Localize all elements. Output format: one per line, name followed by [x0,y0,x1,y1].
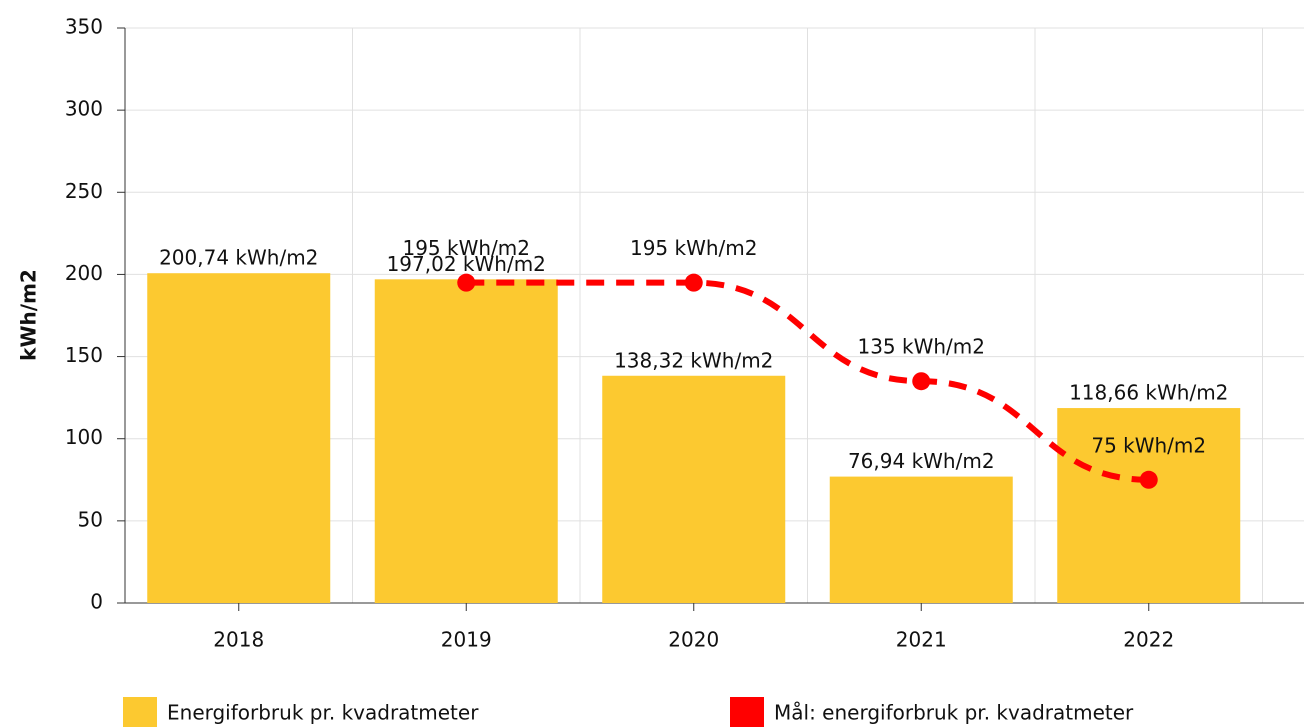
legend-label: Energiforbruk pr. kvadratmeter [167,701,479,725]
bar [374,279,558,603]
bar [147,273,331,603]
legend-label: Mål: energiforbruk pr. kvadratmeter [774,701,1134,725]
data-label: 118,66 kWh/m2 [1069,381,1228,405]
legend-swatch [730,697,764,727]
y-tick-label: 300 [65,97,103,121]
y-tick-label: 350 [65,15,103,39]
y-tick-label: 100 [65,425,103,449]
point [912,372,931,391]
x-tick-label: 2021 [896,628,947,652]
data-label: 138,32 kWh/m2 [614,348,773,372]
line [466,279,1149,483]
x-tick-label: 2018 [213,628,264,652]
data-label: 76,94 kWh/m2 [848,449,995,473]
bar [602,375,786,603]
y-tick-label: 0 [90,590,103,614]
data-label: 200,74 kWh/m2 [159,246,318,270]
y-tick-label: 250 [65,179,103,203]
data-label: 135 kWh/m2 [857,335,985,359]
x-tick-label: 2020 [668,628,719,652]
x-tick-label: 2019 [441,628,492,652]
y-axis-label: kWh/m2 [17,269,41,361]
data-label: 195 kWh/m2 [402,236,530,260]
bar [829,476,1013,603]
bar [1057,408,1241,603]
y-tick-label: 50 [78,507,103,531]
x-tick-label: 2022 [1123,628,1174,652]
point [457,273,476,292]
point [684,273,703,292]
data-label: 195 kWh/m2 [630,236,758,260]
y-tick-label: 150 [65,343,103,367]
y-tick-label: 200 [65,261,103,285]
point [1139,470,1158,489]
data-label: 197,02 kWh/m2 [387,252,546,276]
legend-swatch [123,697,157,727]
data-label: 75 kWh/m2 [1091,433,1206,457]
